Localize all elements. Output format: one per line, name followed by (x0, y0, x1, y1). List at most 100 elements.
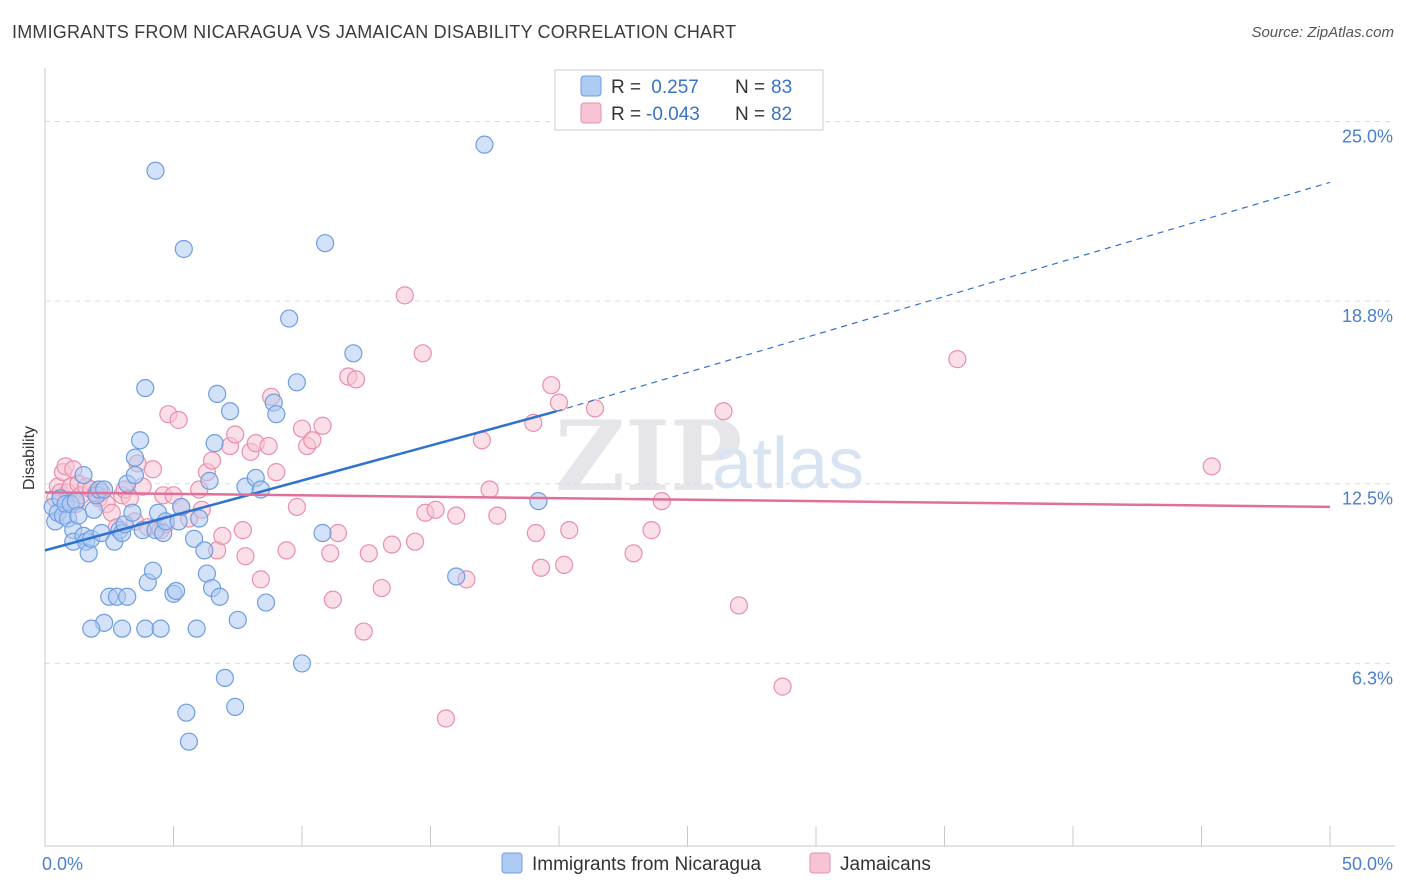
nicaragua-point (187, 619, 206, 638)
legend-r-label: R = (611, 104, 641, 125)
y-tick-label: 6.3% (1352, 668, 1393, 688)
nicaragua-point (118, 587, 137, 606)
nicaragua-point (112, 619, 132, 638)
jamaicans-point (328, 523, 348, 543)
jamaicans-point (359, 544, 378, 563)
jamaicans-point (303, 431, 322, 450)
jamaicans-point (624, 544, 643, 563)
nicaragua-point (200, 471, 219, 490)
stats-legend: R = 0.257 N = 83 R = -0.043 N = 82 (554, 69, 824, 131)
nicaragua-point (228, 610, 247, 630)
jamaicans-point (488, 506, 507, 525)
jamaicans-point (292, 419, 312, 438)
jamaicans-point (226, 425, 245, 444)
nicaragua-point (195, 541, 214, 560)
jamaicans-point (259, 436, 278, 456)
jamaicans-point (549, 393, 569, 412)
series-legend: Immigrants from Nicaragua Jamaicans (501, 852, 931, 875)
nicaragua-point (184, 529, 204, 548)
legend-n-value: 83 (771, 77, 792, 98)
jamaicans-point (436, 709, 456, 728)
nicaragua-point (190, 509, 209, 528)
nicaragua-point (136, 619, 155, 638)
nicaragua-point (344, 344, 363, 363)
jamaicans-point (395, 286, 414, 305)
jamaicans-point (321, 544, 340, 563)
jamaicans-point (236, 547, 255, 566)
nicaragua-point (220, 402, 240, 421)
legend-swatch-blue (580, 75, 602, 97)
jamaicans-point (560, 521, 579, 540)
trend-lines (44, 181, 1331, 552)
nicaragua-point (529, 492, 548, 511)
jamaicans-point (169, 410, 188, 430)
jamaicans-point (313, 416, 332, 435)
jamaicans-point (447, 506, 466, 525)
jamaicans-point (480, 480, 499, 499)
nicaragua-point (95, 480, 114, 499)
series-label-nicaragua: Immigrants from Nicaragua (532, 854, 762, 875)
jamaicans-point (346, 370, 366, 389)
legend-r-value: -0.043 (646, 104, 700, 125)
nicaragua-point (125, 465, 145, 485)
source-credit: Source: ZipAtlas.com (1251, 24, 1394, 41)
nicaragua-point (287, 373, 306, 392)
nicaragua-point (179, 732, 199, 751)
jamaicans-point (413, 344, 432, 363)
nicaragua-point (292, 654, 312, 673)
jamaicans-point (542, 376, 561, 395)
nicaragua-point (136, 378, 155, 398)
nicaragua-point (151, 619, 170, 638)
jamaicans-point (251, 570, 270, 589)
jamaicans-point (426, 500, 445, 519)
nicaragua-point (166, 581, 186, 601)
jamaicans-point (773, 677, 792, 696)
x-tick-label: 50.0% (1342, 854, 1393, 874)
jamaicans-point (555, 555, 574, 574)
jamaicans-point (354, 622, 373, 641)
jamaicans-trend-line (44, 491, 1331, 509)
legend-n-value: 82 (771, 104, 792, 125)
legend-n-label: N = (735, 104, 765, 125)
jamaicans-point (213, 526, 232, 546)
axes (44, 68, 1395, 847)
jamaicans-point (652, 492, 671, 511)
legend-r-value: 0.257 (646, 77, 699, 98)
jamaicans-point (405, 532, 425, 551)
nicaragua-point (226, 697, 245, 716)
jamaicans-point (642, 521, 661, 540)
jamaicans-point (323, 590, 342, 609)
nicaragua-point (256, 593, 276, 612)
jamaicans-point (372, 578, 391, 598)
gridlines (45, 120, 1395, 664)
jamaicans-point (714, 402, 733, 421)
nicaragua-point (205, 434, 224, 453)
legend-n-label: N = (735, 77, 765, 98)
jamaicans-point (948, 350, 967, 369)
chart-title: IMMIGRANTS FROM NICARAGUA VS JAMAICAN DI… (12, 22, 737, 42)
jamaicans-point (287, 497, 306, 517)
jamaicans-point (277, 541, 296, 560)
nicaragua-point (130, 431, 150, 450)
nicaragua-point (215, 668, 234, 688)
jamaicans-point (585, 399, 605, 418)
nicaragua-point (123, 503, 142, 522)
watermark-zip: ZIP (555, 400, 742, 513)
nicaragua-point (267, 405, 286, 424)
y-axis-label: Disability (21, 426, 38, 490)
legend-swatch-pink (580, 102, 602, 124)
jamaicans-point (531, 558, 551, 577)
y-tick-labels: 6.3% 12.5% 18.8% 25.0% (1342, 126, 1393, 688)
series-swatch-nicaragua (501, 852, 523, 874)
y-tick-label: 12.5% (1342, 489, 1393, 509)
jamaicans-point (382, 535, 402, 554)
watermark-atlas: atlas (712, 424, 864, 504)
jamaicans-point (202, 451, 222, 470)
nicaragua-point (174, 239, 193, 259)
nicaragua-point (316, 234, 335, 253)
nicaragua-trend-extension (556, 181, 1331, 412)
nicaragua-points (43, 135, 548, 751)
nicaragua-point (74, 465, 93, 485)
nicaragua-point (313, 523, 332, 543)
